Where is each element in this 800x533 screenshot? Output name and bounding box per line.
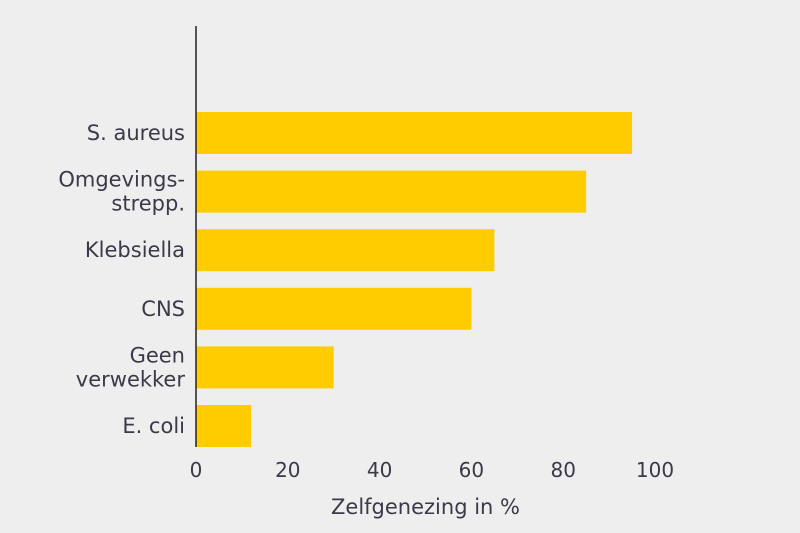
category-label-3: CNS <box>141 297 185 321</box>
x-tick-label-4: 80 <box>550 458 575 482</box>
bar-0 <box>196 112 633 154</box>
x-tick-labels: 0 20 40 60 80 100 <box>190 458 674 482</box>
category-label-2: Klebsiella <box>85 238 185 262</box>
category-label-1: Omgevings-strepp. <box>58 168 185 216</box>
category-label-5: E. coli <box>122 414 185 438</box>
bar-4 <box>196 346 334 389</box>
x-axis-title: Zelfgenezing in % <box>331 495 520 519</box>
bar-5 <box>196 405 252 447</box>
category-label-0: S. aureus <box>87 121 185 145</box>
x-tick-label-3: 60 <box>459 458 484 482</box>
x-tick-label-5: 100 <box>636 458 674 482</box>
x-tick-label-2: 40 <box>367 458 392 482</box>
category-label-4: Geen verwekker <box>76 343 186 391</box>
bar-2 <box>196 229 495 272</box>
bar-3 <box>196 287 472 330</box>
x-tick-label-0: 0 <box>190 458 203 482</box>
bars-layer <box>196 112 633 447</box>
x-tick-label-1: 20 <box>275 458 300 482</box>
category-labels: S. aureus Omgevings-strepp. Klebsiella CNS G… <box>58 121 185 438</box>
bar-1 <box>196 170 587 213</box>
